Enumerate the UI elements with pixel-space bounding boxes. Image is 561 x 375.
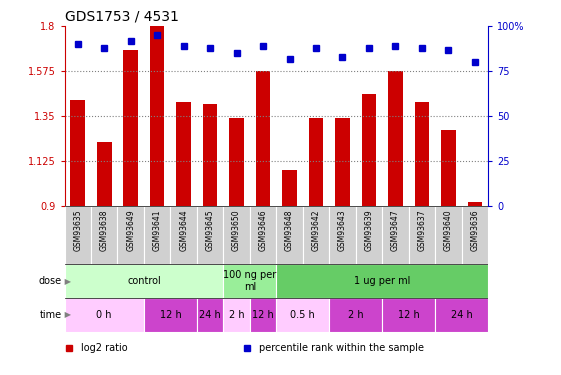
Text: 0.5 h: 0.5 h [291, 310, 315, 320]
Bar [123, 50, 138, 206]
Bar [462, 206, 488, 264]
Text: 0 h: 0 h [96, 310, 112, 320]
Text: control: control [127, 276, 161, 286]
Bar [382, 206, 408, 264]
Bar [203, 104, 218, 206]
Bar [435, 298, 488, 332]
Bar [329, 206, 356, 264]
Bar [223, 298, 250, 332]
Bar [250, 206, 276, 264]
Text: percentile rank within the sample: percentile rank within the sample [259, 343, 424, 352]
Text: GSM93639: GSM93639 [365, 209, 374, 251]
Text: GSM93650: GSM93650 [232, 209, 241, 251]
Bar [415, 102, 429, 206]
Text: GSM93642: GSM93642 [311, 209, 320, 251]
Bar [382, 298, 435, 332]
Text: GSM93637: GSM93637 [417, 209, 426, 251]
Text: 1 ug per ml: 1 ug per ml [354, 276, 410, 286]
Bar [71, 100, 85, 206]
Bar [229, 118, 244, 206]
Text: 12 h: 12 h [252, 310, 274, 320]
Bar [362, 94, 376, 206]
Text: GDS1753 / 4531: GDS1753 / 4531 [65, 10, 178, 24]
Bar [223, 264, 276, 298]
Bar [256, 71, 270, 206]
Text: 100 ng per
ml: 100 ng per ml [223, 270, 277, 292]
Bar [171, 206, 197, 264]
Text: GSM93638: GSM93638 [100, 209, 109, 251]
Bar [150, 26, 164, 206]
Bar [335, 118, 350, 206]
Bar [65, 264, 223, 298]
Bar [197, 206, 223, 264]
Text: time: time [40, 310, 62, 320]
Bar [91, 206, 117, 264]
Bar [408, 206, 435, 264]
Text: GSM93646: GSM93646 [259, 209, 268, 251]
Text: 2 h: 2 h [348, 310, 364, 320]
Text: 2 h: 2 h [229, 310, 245, 320]
Text: 24 h: 24 h [450, 310, 472, 320]
Bar [144, 206, 171, 264]
Text: GSM93635: GSM93635 [73, 209, 82, 251]
Bar [176, 102, 191, 206]
Text: GSM93636: GSM93636 [470, 209, 479, 251]
Text: GSM93643: GSM93643 [338, 209, 347, 251]
Text: GSM93640: GSM93640 [444, 209, 453, 251]
Bar [282, 170, 297, 206]
Bar [309, 118, 323, 206]
Bar [250, 298, 276, 332]
Bar [303, 206, 329, 264]
Text: log2 ratio: log2 ratio [81, 343, 128, 352]
Bar [65, 206, 91, 264]
Bar [329, 298, 382, 332]
Text: GSM93644: GSM93644 [179, 209, 188, 251]
Bar [97, 142, 112, 206]
Bar [223, 206, 250, 264]
Text: GSM93641: GSM93641 [153, 209, 162, 251]
Bar [276, 206, 303, 264]
Bar [435, 206, 462, 264]
Text: GSM93647: GSM93647 [391, 209, 400, 251]
Bar [467, 202, 482, 206]
Text: GSM93648: GSM93648 [285, 209, 294, 251]
Bar [276, 298, 329, 332]
Bar [197, 298, 223, 332]
Bar [144, 298, 197, 332]
Text: ▶: ▶ [62, 277, 71, 286]
Bar [441, 130, 456, 206]
Bar [65, 298, 144, 332]
Text: 12 h: 12 h [159, 310, 181, 320]
Text: GSM93645: GSM93645 [206, 209, 215, 251]
Text: dose: dose [39, 276, 62, 286]
Text: ▶: ▶ [62, 310, 71, 320]
Bar [388, 71, 403, 206]
Bar [117, 206, 144, 264]
Text: 24 h: 24 h [199, 310, 221, 320]
Text: GSM93649: GSM93649 [126, 209, 135, 251]
Text: 12 h: 12 h [398, 310, 420, 320]
Bar [356, 206, 382, 264]
Bar [276, 264, 488, 298]
